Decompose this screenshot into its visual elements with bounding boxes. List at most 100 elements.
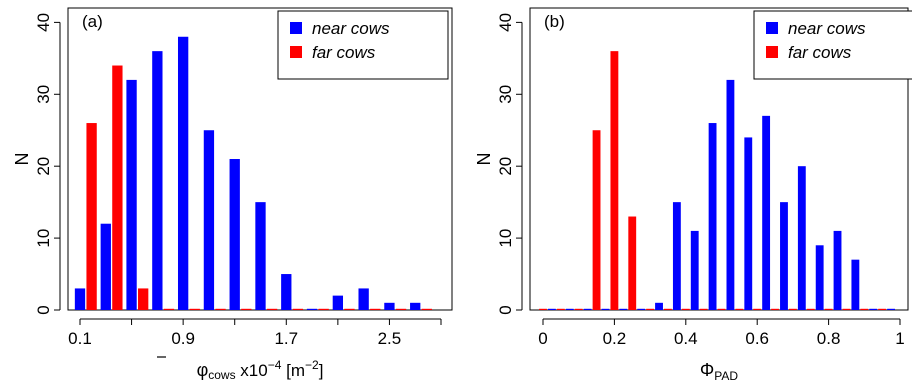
bar-far-8 bbox=[292, 308, 304, 310]
bar-near-11 bbox=[744, 137, 753, 310]
bar-far-13 bbox=[421, 308, 432, 310]
bar-far-12 bbox=[753, 308, 762, 310]
legend-swatch-far bbox=[290, 46, 302, 58]
bar-far-6 bbox=[241, 308, 252, 310]
legend-label-near: near cows bbox=[788, 19, 866, 38]
y-tick-label: 40 bbox=[34, 13, 53, 32]
x-tick-label: 0.4 bbox=[674, 329, 698, 348]
bar-far-16 bbox=[824, 308, 833, 310]
bar-near-11 bbox=[358, 288, 369, 310]
bar-far-7 bbox=[664, 308, 672, 310]
y-tick-label: 10 bbox=[34, 229, 53, 248]
bar-far-18 bbox=[860, 308, 869, 310]
y-axis-label: N bbox=[474, 153, 494, 166]
bar-near-9 bbox=[708, 123, 717, 310]
bar-near-7 bbox=[672, 202, 681, 310]
bar-near-2 bbox=[583, 308, 592, 310]
bar-near-6 bbox=[655, 302, 663, 310]
legend-swatch-far bbox=[766, 46, 778, 58]
bar-near-3 bbox=[601, 308, 610, 310]
bar-far-2 bbox=[574, 308, 583, 310]
bar-near-1 bbox=[100, 223, 111, 310]
y-axis-label: N bbox=[12, 153, 32, 166]
panel-label: (a) bbox=[82, 12, 103, 31]
legend-label-far: far cows bbox=[788, 43, 852, 62]
legend-swatch-near bbox=[766, 22, 778, 34]
bar-near-4 bbox=[619, 308, 628, 310]
bar-near-5 bbox=[637, 308, 646, 310]
bar-far-2 bbox=[138, 288, 149, 310]
bar-near-10 bbox=[726, 79, 735, 311]
bar-near-7 bbox=[255, 202, 266, 310]
bar-near-5 bbox=[203, 130, 215, 310]
legend-swatch-near bbox=[290, 22, 302, 34]
y-tick-label: 30 bbox=[34, 85, 53, 104]
bar-far-11 bbox=[370, 308, 381, 310]
x-tick-label: 2.5 bbox=[378, 329, 402, 348]
bar-far-4 bbox=[189, 308, 200, 310]
bar-near-9 bbox=[306, 308, 318, 310]
bar-far-10 bbox=[717, 308, 726, 310]
x-tick-label: 1 bbox=[895, 329, 904, 348]
bar-far-11 bbox=[735, 308, 744, 310]
panel-label: (b) bbox=[544, 12, 565, 31]
x-axis-label: ΦPAD bbox=[700, 360, 738, 383]
bar-far-1 bbox=[556, 308, 565, 310]
bar-near-6 bbox=[229, 159, 240, 310]
y-tick-label: 40 bbox=[496, 13, 515, 32]
chart-panel-a: 0 10 20 30 40 N 0.1 0.9 1.7 2.5 φcows x10−4 [m−2] (… bbox=[12, 7, 453, 382]
bar-far-5 bbox=[215, 308, 226, 310]
y-tick-label: 0 bbox=[496, 305, 515, 314]
y-tick-label: 30 bbox=[496, 85, 515, 104]
bar-far-8 bbox=[681, 308, 690, 310]
bar-far-1 bbox=[112, 65, 123, 311]
y-tick-label: 0 bbox=[34, 305, 53, 314]
legend-label-near: near cows bbox=[312, 19, 390, 38]
bar-far-10 bbox=[344, 308, 355, 310]
legend: near cows far cows bbox=[753, 10, 912, 80]
x-axis-label: φcows x10−4 [m−2] bbox=[197, 358, 324, 382]
bar-near-4 bbox=[177, 36, 189, 310]
bar-far-3 bbox=[163, 308, 175, 310]
bar-far-9 bbox=[699, 308, 708, 310]
bar-near-3 bbox=[152, 51, 163, 310]
x-tick-label: 0.6 bbox=[745, 329, 769, 348]
bar-near-8 bbox=[281, 274, 292, 310]
y-tick-label: 10 bbox=[496, 229, 515, 248]
x-tick-label: 0.8 bbox=[817, 329, 841, 348]
legend-label-far: far cows bbox=[312, 43, 376, 62]
legend: near cows far cows bbox=[277, 10, 449, 80]
bar-near-0 bbox=[548, 308, 556, 310]
x-tick-label: 1.7 bbox=[274, 329, 298, 348]
bar-near-17 bbox=[851, 259, 860, 310]
bar-far-6 bbox=[646, 308, 655, 310]
legend-box bbox=[277, 10, 449, 80]
y-tick-label: 20 bbox=[496, 157, 515, 176]
bar-near-2 bbox=[126, 79, 137, 311]
bar-near-16 bbox=[833, 230, 842, 310]
bar-near-18 bbox=[869, 308, 878, 310]
bar-far-7 bbox=[266, 308, 278, 310]
bar-near-8 bbox=[690, 230, 699, 310]
bar-near-15 bbox=[815, 245, 824, 310]
bar-far-0 bbox=[86, 123, 97, 310]
y-tick-label: 20 bbox=[34, 157, 53, 176]
bar-near-1 bbox=[565, 308, 574, 310]
bar-near-13 bbox=[780, 202, 788, 310]
bar-far-5 bbox=[628, 216, 637, 310]
bar-far-19 bbox=[878, 308, 887, 310]
bar-far-4 bbox=[610, 51, 619, 310]
bar-far-17 bbox=[842, 308, 851, 310]
bar-far-3 bbox=[592, 130, 601, 310]
bar-near-13 bbox=[410, 302, 421, 310]
bar-near-10 bbox=[332, 295, 344, 310]
x-tick-label: 0.1 bbox=[68, 329, 92, 348]
bar-near-19 bbox=[887, 308, 895, 310]
x-tick-label: 0 bbox=[538, 329, 547, 348]
chart-panel-b: 0 10 20 30 40 N 0 0.2 0.4 0.6 0.8 1 ΦPAD (b) near cows… bbox=[474, 7, 912, 383]
bar-far-9 bbox=[318, 308, 329, 310]
bar-far-12 bbox=[395, 308, 407, 310]
bar-far-14 bbox=[788, 308, 797, 310]
bar-far-15 bbox=[806, 308, 815, 310]
